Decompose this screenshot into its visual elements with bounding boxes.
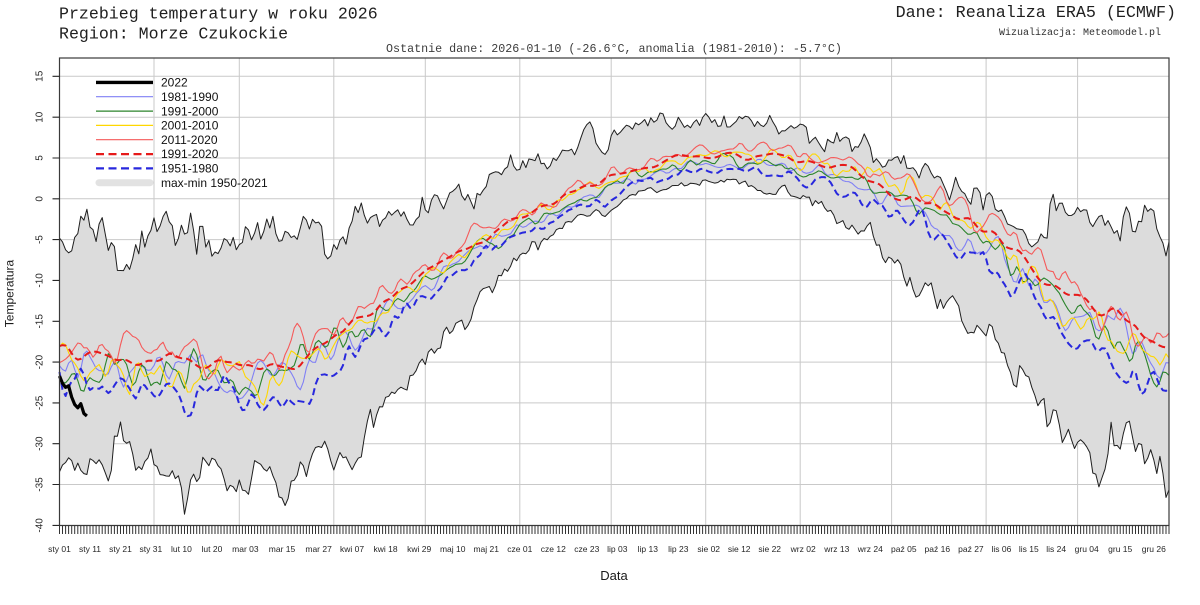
svg-text:-35: -35 (35, 477, 46, 492)
svg-text:-40: -40 (35, 518, 46, 533)
svg-text:1991-2000: 1991-2000 (161, 104, 219, 118)
svg-text:maj 10: maj 10 (440, 544, 466, 554)
svg-text:Wizualizacja: Meteomodel.pl: Wizualizacja: Meteomodel.pl (999, 27, 1161, 39)
svg-text:-10: -10 (35, 273, 46, 288)
svg-text:-25: -25 (35, 395, 46, 410)
svg-text:gru 04: gru 04 (1075, 544, 1099, 554)
svg-text:2011-2020: 2011-2020 (161, 133, 218, 147)
svg-text:1951-1980: 1951-1980 (161, 162, 219, 176)
svg-text:paź 16: paź 16 (925, 544, 951, 554)
svg-text:lis 24: lis 24 (1046, 544, 1066, 554)
svg-text:wrz 13: wrz 13 (823, 544, 849, 554)
svg-text:lip 23: lip 23 (668, 544, 689, 554)
svg-text:max-min 1950-2021: max-min 1950-2021 (161, 176, 268, 190)
svg-text:sie 02: sie 02 (697, 544, 720, 554)
svg-text:5: 5 (35, 155, 46, 161)
svg-text:kwi 07: kwi 07 (340, 544, 364, 554)
svg-text:cze 12: cze 12 (541, 544, 566, 554)
svg-text:1991-2020: 1991-2020 (161, 147, 219, 161)
svg-text:-5: -5 (35, 235, 46, 244)
svg-text:wrz 24: wrz 24 (857, 544, 883, 554)
svg-text:sty 21: sty 21 (109, 544, 132, 554)
svg-text:Przebieg temperatury w roku 20: Przebieg temperatury w roku 2026 (59, 5, 378, 24)
svg-text:gru 15: gru 15 (1108, 544, 1132, 554)
svg-text:15: 15 (35, 70, 46, 82)
svg-text:Dane: Reanaliza ERA5 (ECMWF): Dane: Reanaliza ERA5 (ECMWF) (896, 4, 1176, 23)
svg-text:Temperatura: Temperatura (3, 259, 17, 327)
svg-text:mar 15: mar 15 (269, 544, 296, 554)
svg-text:lis 06: lis 06 (991, 544, 1011, 554)
svg-text:sie 12: sie 12 (728, 544, 751, 554)
svg-text:1981-1990: 1981-1990 (161, 90, 219, 104)
svg-text:-30: -30 (35, 436, 46, 451)
svg-text:0: 0 (35, 196, 46, 202)
svg-text:lip 03: lip 03 (607, 544, 628, 554)
svg-text:10: 10 (35, 111, 46, 123)
svg-text:lip 13: lip 13 (638, 544, 659, 554)
svg-text:lis 15: lis 15 (1019, 544, 1039, 554)
svg-text:sty 11: sty 11 (79, 544, 101, 554)
svg-text:kwi 18: kwi 18 (374, 544, 398, 554)
svg-text:mar 27: mar 27 (305, 544, 332, 554)
svg-text:Data: Data (600, 568, 628, 583)
svg-text:2022: 2022 (161, 76, 188, 90)
svg-text:cze 01: cze 01 (507, 544, 532, 554)
svg-text:kwi 29: kwi 29 (407, 544, 431, 554)
svg-text:maj 21: maj 21 (473, 544, 499, 554)
svg-text:-20: -20 (35, 354, 46, 369)
svg-text:sty 01: sty 01 (48, 544, 71, 554)
svg-text:sty 31: sty 31 (140, 544, 163, 554)
svg-text:-15: -15 (35, 314, 46, 329)
svg-text:mar 03: mar 03 (232, 544, 259, 554)
svg-text:lut 10: lut 10 (171, 544, 192, 554)
svg-text:cze 23: cze 23 (574, 544, 599, 554)
svg-text:paź 05: paź 05 (891, 544, 917, 554)
svg-text:Region: Morze Czukockie: Region: Morze Czukockie (59, 25, 288, 44)
svg-text:lut 20: lut 20 (202, 544, 223, 554)
svg-text:paź 27: paź 27 (958, 544, 984, 554)
svg-text:sie 22: sie 22 (758, 544, 781, 554)
svg-text:wrz 02: wrz 02 (790, 544, 816, 554)
svg-text:2001-2010: 2001-2010 (161, 119, 219, 133)
svg-text:Ostatnie dane: 2026-01-10 (-26: Ostatnie dane: 2026-01-10 (-26.6°C, anom… (386, 42, 842, 56)
svg-text:gru 26: gru 26 (1142, 544, 1166, 554)
